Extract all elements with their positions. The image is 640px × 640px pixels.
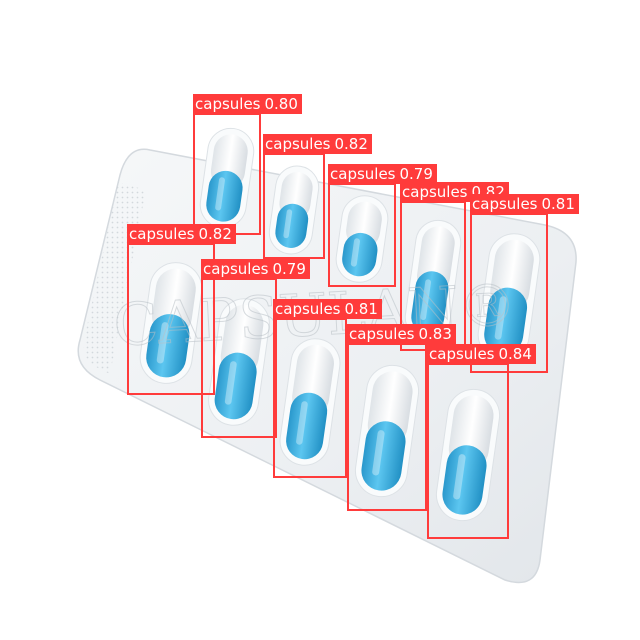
capsule-blue-half bbox=[206, 170, 243, 222]
capsule-blue-half bbox=[342, 232, 378, 277]
detection-class: capsules bbox=[195, 95, 261, 113]
capsule-highlight bbox=[350, 238, 360, 267]
detection-score: 0.83 bbox=[418, 325, 452, 343]
detection-box: capsules 0.82 bbox=[127, 224, 236, 395]
detection-box: capsules 0.81 bbox=[273, 299, 382, 478]
detection-score: 0.81 bbox=[541, 195, 575, 213]
detection-box: capsules 0.79 bbox=[328, 164, 437, 287]
capsule-highlight bbox=[215, 177, 225, 211]
capsule-highlight bbox=[283, 209, 293, 239]
detection-class: capsules bbox=[129, 225, 195, 243]
capsule-blue-half bbox=[214, 352, 257, 420]
detection-class: capsules bbox=[330, 165, 396, 183]
detection-label: capsules 0.83 bbox=[347, 324, 456, 344]
capsule bbox=[208, 298, 270, 426]
detection-box: capsules 0.81 bbox=[470, 194, 579, 373]
detection-class: capsules bbox=[203, 260, 269, 278]
capsule-highlight bbox=[494, 296, 507, 340]
capsule bbox=[268, 165, 320, 255]
capsule-blue-half bbox=[146, 314, 190, 378]
detection-class: capsules bbox=[402, 183, 468, 201]
capsule bbox=[354, 364, 420, 498]
capsule-highlight bbox=[420, 279, 432, 321]
capsule-blue-half bbox=[442, 445, 487, 515]
capsule-blue-half bbox=[275, 203, 309, 248]
capsule-highlight bbox=[224, 361, 237, 405]
detection-class: capsules bbox=[275, 300, 341, 318]
capsule-highlight bbox=[372, 430, 385, 476]
capsule-highlight bbox=[296, 401, 308, 445]
capsule-blue-half bbox=[411, 271, 449, 334]
capsule bbox=[139, 262, 203, 384]
detection-class: capsules bbox=[429, 345, 495, 363]
detection-label: capsules 0.80 bbox=[193, 94, 302, 114]
detection-score: 0.80 bbox=[264, 95, 298, 113]
detection-score: 0.82 bbox=[198, 225, 232, 243]
detection-score: 0.82 bbox=[334, 135, 368, 153]
detection-box: capsules 0.79 bbox=[201, 259, 310, 438]
detection-box: capsules 0.83 bbox=[347, 324, 456, 511]
detection-class: capsules bbox=[472, 195, 538, 213]
capsule bbox=[335, 195, 389, 283]
detection-score: 0.79 bbox=[399, 165, 433, 183]
detection-label: capsules 0.82 bbox=[127, 224, 236, 244]
detection-label: capsules 0.81 bbox=[470, 194, 579, 214]
detection-box: capsules 0.80 bbox=[193, 94, 302, 235]
capsule bbox=[279, 338, 341, 466]
capsule-blue-half bbox=[286, 392, 328, 460]
capsule bbox=[477, 233, 541, 361]
detection-box: capsules 0.82 bbox=[263, 134, 372, 259]
detection-class: capsules bbox=[265, 135, 331, 153]
capsule-highlight bbox=[156, 322, 169, 364]
detection-label: capsules 0.79 bbox=[328, 164, 437, 184]
capsules-layer bbox=[139, 127, 541, 522]
detection-score: 0.81 bbox=[344, 300, 378, 318]
detection-class: capsules bbox=[349, 325, 415, 343]
detection-label: capsules 0.79 bbox=[201, 259, 310, 279]
detection-label: capsules 0.84 bbox=[427, 344, 536, 364]
detection-label: capsules 0.82 bbox=[263, 134, 372, 154]
capsule-blue-half bbox=[361, 421, 406, 491]
detection-box: capsules 0.84 bbox=[427, 344, 536, 539]
capsule-highlight bbox=[453, 454, 466, 500]
detection-score: 0.84 bbox=[498, 345, 532, 363]
capsule bbox=[199, 127, 255, 229]
detection-score: 0.79 bbox=[272, 260, 306, 278]
detection-label: capsules 0.81 bbox=[273, 299, 382, 319]
capsule-blue-half bbox=[484, 287, 528, 355]
capsule bbox=[404, 219, 462, 341]
capsule bbox=[435, 388, 501, 522]
